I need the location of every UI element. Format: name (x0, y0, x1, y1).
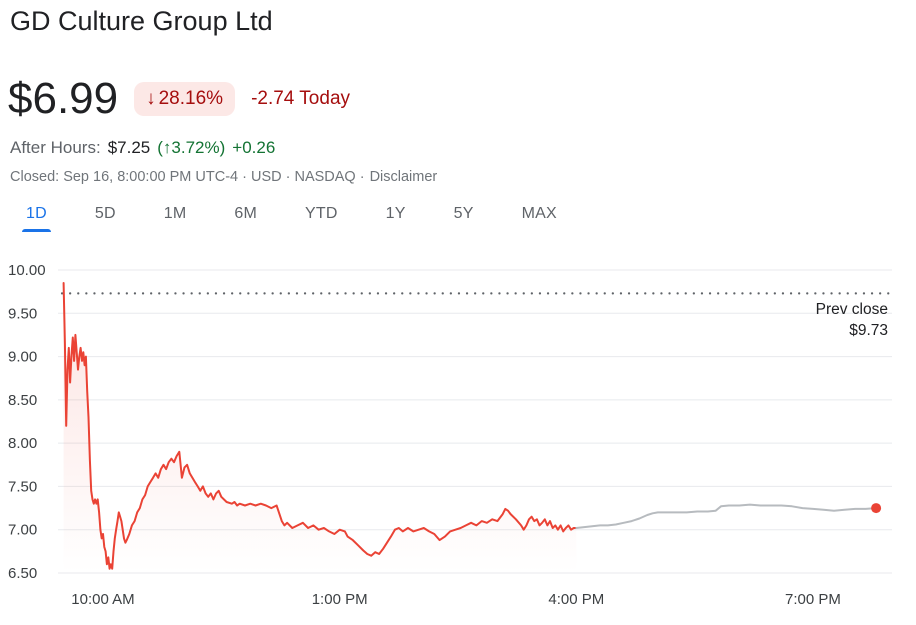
tab-max[interactable]: MAX (521, 205, 557, 222)
last-price-dot (871, 503, 882, 514)
y-axis-tick-label: 8.50 (8, 392, 37, 409)
after-hours-percent: 3.72% (171, 138, 220, 157)
status-line: Closed: Sep 16, 8:00:00 PM UTC-4 · USD ·… (10, 169, 437, 185)
x-axis-tick-label: 10:00 AM (71, 591, 134, 608)
prev-close-label: Prev close (816, 301, 888, 318)
after-hours-amount: +0.26 (232, 138, 276, 157)
arrow-up-icon: ↑ (162, 138, 172, 157)
disclaimer-link[interactable]: Disclaimer (369, 169, 438, 185)
x-axis-tick-label: 1:00 PM (312, 591, 368, 608)
after-hours-percent-group: (↑3.72%) (157, 138, 225, 158)
y-axis-tick-label: 8.00 (8, 435, 37, 452)
x-axis-tick-label: 7:00 PM (785, 591, 841, 608)
change-amount-today: -2.74 Today (251, 88, 351, 109)
y-axis-tick-label: 6.50 (8, 565, 37, 582)
tab-5d[interactable]: 5D (94, 205, 116, 222)
after-hours-line (575, 503, 878, 529)
prev-close-value: $9.73 (849, 322, 888, 339)
regular-session-line (62, 282, 578, 570)
page-title: GD Culture Group Ltd (10, 6, 273, 36)
tab-5y[interactable]: 5Y (453, 205, 474, 222)
price-chart-svg[interactable]: 10.00 9.50 9.00 8.50 8.00 7.50 7.00 6.50 10:00 A… (0, 252, 916, 620)
range-tab-bar: 1D 5D 1M 6M YTD 1Y 5Y MAX (2, 196, 581, 232)
after-hours-label: After Hours: (10, 138, 101, 157)
y-axis-tick-label: 10.00 (8, 262, 46, 279)
y-axis-tick-label: 7.00 (8, 522, 37, 539)
regular-session-area (63, 283, 577, 573)
tab-1m[interactable]: 1M (163, 205, 187, 222)
tab-ytd[interactable]: YTD (305, 205, 338, 222)
y-axis-tick-label: 9.00 (8, 349, 37, 366)
arrow-down-icon: ↓ (146, 88, 156, 109)
tab-6m[interactable]: 6M (234, 205, 257, 222)
close-paren: ) (219, 138, 226, 157)
closed-text: Closed: Sep 16, 8:00:00 PM UTC-4 · USD ·… (10, 169, 365, 185)
tab-1d[interactable]: 1D (2, 196, 71, 232)
price-chart[interactable]: 10.00 9.50 9.00 8.50 8.00 7.50 7.00 6.50 10:00 A… (0, 252, 916, 620)
change-percent: 28.16% (158, 88, 224, 109)
after-hours-price: $7.25 (107, 138, 151, 157)
current-price: $6.99 (8, 74, 119, 123)
tab-1y[interactable]: 1Y (385, 205, 406, 222)
quote-summary: $6.99 ↓ 28.16% -2.74 Today (8, 74, 350, 124)
y-axis-tick-label: 7.50 (8, 478, 37, 495)
after-hours-row: After Hours: $7.25 (↑3.72%) +0.26 (10, 138, 275, 158)
x-axis-tick-label: 4:00 PM (548, 591, 604, 608)
change-percent-badge: ↓ 28.16% (134, 82, 236, 116)
open-paren: ( (157, 138, 163, 157)
y-axis-tick-label: 9.50 (8, 305, 37, 322)
